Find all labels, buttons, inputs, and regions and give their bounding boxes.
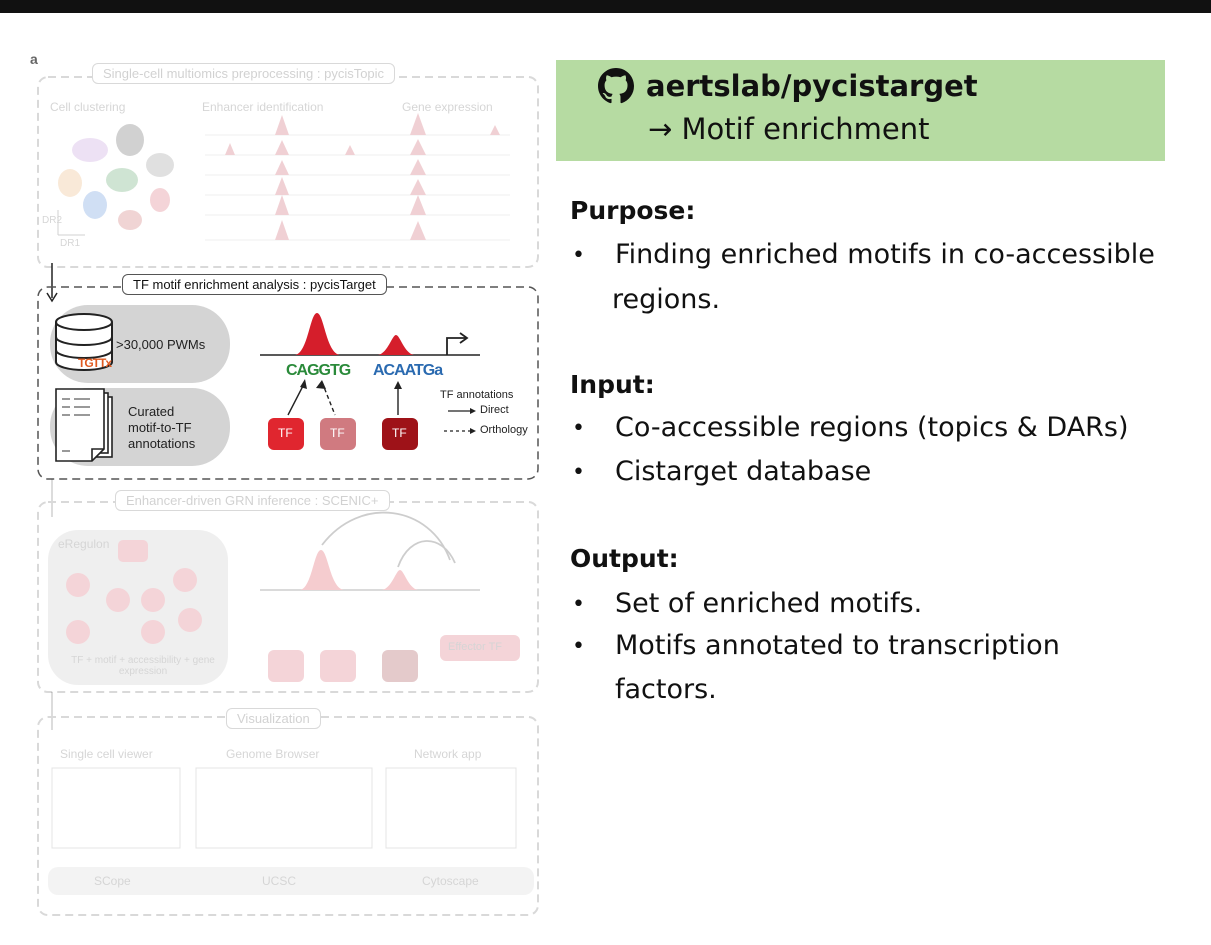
- purpose-item-1: Finding enriched motifs in co-accessible: [615, 239, 1155, 270]
- input-item-1: Co-accessible regions (topics & DARs): [615, 412, 1129, 443]
- tool-scope: SCope: [94, 874, 131, 888]
- purpose-title: Purpose:: [570, 196, 696, 225]
- input-title: Input:: [570, 370, 655, 399]
- panel1-title: Single-cell multiomics preprocessing : p…: [92, 63, 396, 84]
- grn-caption: TF + motif + accessibility + gene expres…: [71, 655, 215, 677]
- pwm-logo: TGTTx: [78, 356, 112, 370]
- document-icon: [55, 388, 113, 462]
- axis-x-label: DR1: [60, 238, 81, 249]
- axis-y-label: DR2: [42, 215, 63, 226]
- eregulon-label: eRegulon: [58, 537, 110, 551]
- tool-ucsc: UCSC: [262, 874, 297, 888]
- viz-col3: Network app: [414, 747, 482, 761]
- orthology-label: Orthology: [480, 424, 528, 436]
- panel4-title: Visualization: [226, 708, 321, 729]
- bullet: •: [572, 634, 585, 659]
- repo-name: aertslab/pycistarget: [646, 69, 978, 103]
- bullet: •: [572, 243, 585, 268]
- tf-box-2: TF: [330, 426, 345, 440]
- input-item-2: Cistarget database: [615, 456, 872, 487]
- purpose-item-2: regions.: [612, 284, 721, 315]
- panel4-graphics: [37, 692, 539, 916]
- panel3-title: Enhancer-driven GRN inference : SCENIC+: [115, 490, 390, 511]
- tool-cytoscape: Cytoscape: [422, 874, 479, 888]
- motif-logo-2: ACAATGa: [373, 362, 443, 379]
- github-icon: [598, 68, 634, 104]
- tf-box-3: TF: [392, 426, 407, 440]
- panel1-col1: Cell clustering: [50, 100, 126, 114]
- database-icon: [55, 313, 113, 371]
- top-bar: [0, 0, 1211, 13]
- bullet: •: [572, 416, 585, 441]
- panel1-graphics: [37, 76, 539, 268]
- curated-line1: Curated: [128, 404, 175, 419]
- curated-line2: motif-to-TF: [128, 420, 192, 435]
- workflow-diagram: a: [30, 51, 545, 925]
- tf-box-1: TF: [278, 426, 293, 440]
- viz-col1: Single cell viewer: [60, 747, 153, 761]
- tf-annotations-label: TF annotations: [440, 389, 514, 401]
- motif-logo-1: CAGGTG: [286, 362, 351, 379]
- output-title: Output:: [570, 544, 679, 573]
- repo-heading: aertslab/pycistarget: [598, 68, 978, 104]
- effector-label: Effector TF: [448, 641, 503, 653]
- output-item-1: Set of enriched motifs.: [615, 588, 923, 619]
- panel2-title: TF motif enrichment analysis : pycisTarg…: [122, 274, 387, 295]
- viz-col2: Genome Browser: [226, 747, 320, 761]
- direct-label: Direct: [480, 404, 509, 416]
- bullet: •: [572, 592, 585, 617]
- bullet: •: [572, 460, 585, 485]
- output-item-3: factors.: [615, 674, 717, 705]
- panel1-col3: Gene expression: [402, 100, 493, 114]
- panel-letter: a: [30, 51, 38, 67]
- curated-line3: annotations: [128, 436, 196, 451]
- pwm-label: >30,000 PWMs: [116, 337, 206, 352]
- output-item-2: Motifs annotated to transcription: [615, 630, 1060, 661]
- panel1-col2: Enhancer identification: [202, 100, 324, 114]
- repo-banner: [556, 60, 1165, 161]
- panel3-graphics: [37, 479, 539, 693]
- panel2-graphics: [37, 263, 539, 480]
- banner-subtitle: → Motif enrichment: [648, 112, 930, 146]
